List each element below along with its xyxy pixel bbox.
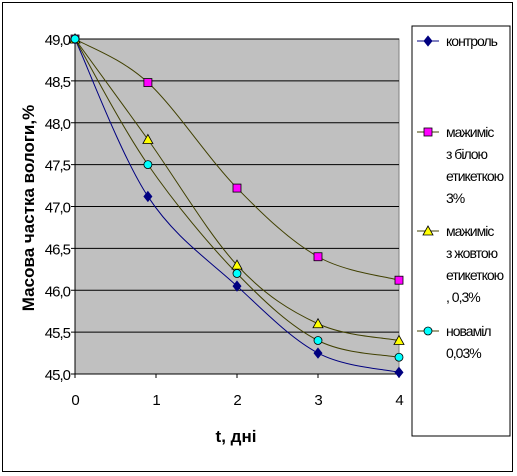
legend-marker: [422, 225, 434, 236]
data-point: [232, 280, 242, 292]
legend-label: етикеткою: [446, 168, 504, 184]
data-point: [394, 352, 404, 362]
data-point: [70, 34, 80, 44]
legend-label: новаміл: [446, 323, 491, 339]
data-point: [312, 317, 324, 329]
legend-label: етикеткою: [446, 267, 504, 283]
legend-marker: [423, 127, 433, 137]
series-line: [74, 38, 400, 358]
x-axis-ticks: 0 1 2 3 4: [71, 374, 404, 409]
series-3: [74, 38, 400, 358]
x-tick-label: 2: [233, 392, 241, 409]
series-2: [74, 38, 400, 341]
y-tick-label: 46,0: [45, 283, 71, 300]
data-point: [313, 336, 323, 345]
y-axis-title: Масова частка вологи,%: [19, 105, 38, 311]
legend-marker: [423, 326, 433, 336]
data-point: [393, 334, 405, 345]
legend-label: контроль: [446, 33, 498, 49]
y-tick-label: 45,5: [45, 325, 71, 342]
data-point: [143, 78, 153, 87]
y-tick-label: 47,0: [45, 200, 71, 217]
data-point: [313, 252, 323, 262]
data-point: [232, 269, 242, 278]
x-tick-label: 4: [395, 392, 403, 409]
legend-marker: [423, 35, 433, 47]
legend-label: 0,03%: [446, 345, 481, 361]
data-point: [394, 275, 404, 285]
x-tick-label: 3: [314, 392, 322, 409]
data-point: [232, 183, 242, 193]
y-axis-ticks: 45,0 45,5 46,0 46,5 47,0 47,5 48,0 48,5 49,0: [45, 32, 75, 384]
y-tick-label: 49,0: [45, 32, 71, 49]
y-tick-label: 48,0: [45, 116, 71, 133]
x-tick-label: 0: [71, 392, 79, 409]
x-tick-label: 1: [152, 392, 160, 409]
series-markers-3: [70, 34, 404, 362]
data-point: [143, 190, 153, 203]
data-point: [313, 347, 323, 359]
data-point: [143, 160, 153, 170]
legend-label: мажиміс: [446, 124, 494, 140]
y-tick-label: 47,5: [45, 158, 71, 175]
y-tick-label: 46,5: [45, 241, 71, 258]
series-0: [74, 38, 400, 373]
legend-item: мажиміс з білою етикеткою 3%: [417, 124, 505, 206]
y-tick-label: 48,5: [45, 74, 71, 91]
legend-label: з білою: [446, 146, 488, 162]
series-line: [74, 38, 400, 373]
x-axis-title: t, дні: [216, 427, 257, 446]
legend-item: мажиміс з жовтою етикеткою , 0,3%: [417, 223, 505, 305]
legend-label: , 0,3%: [446, 289, 480, 305]
legend-label: з жовтою: [446, 245, 498, 261]
data-point: [142, 133, 154, 144]
series-group: [69, 33, 405, 378]
data-point: [394, 366, 404, 378]
y-tick-label: 45,0: [45, 367, 71, 384]
legend-item: новаміл 0,03%: [417, 323, 492, 361]
legend-label: мажиміс: [446, 223, 494, 239]
legend-item: контроль: [417, 33, 499, 49]
series-line: [74, 38, 400, 341]
legend-label: 3%: [446, 190, 465, 206]
